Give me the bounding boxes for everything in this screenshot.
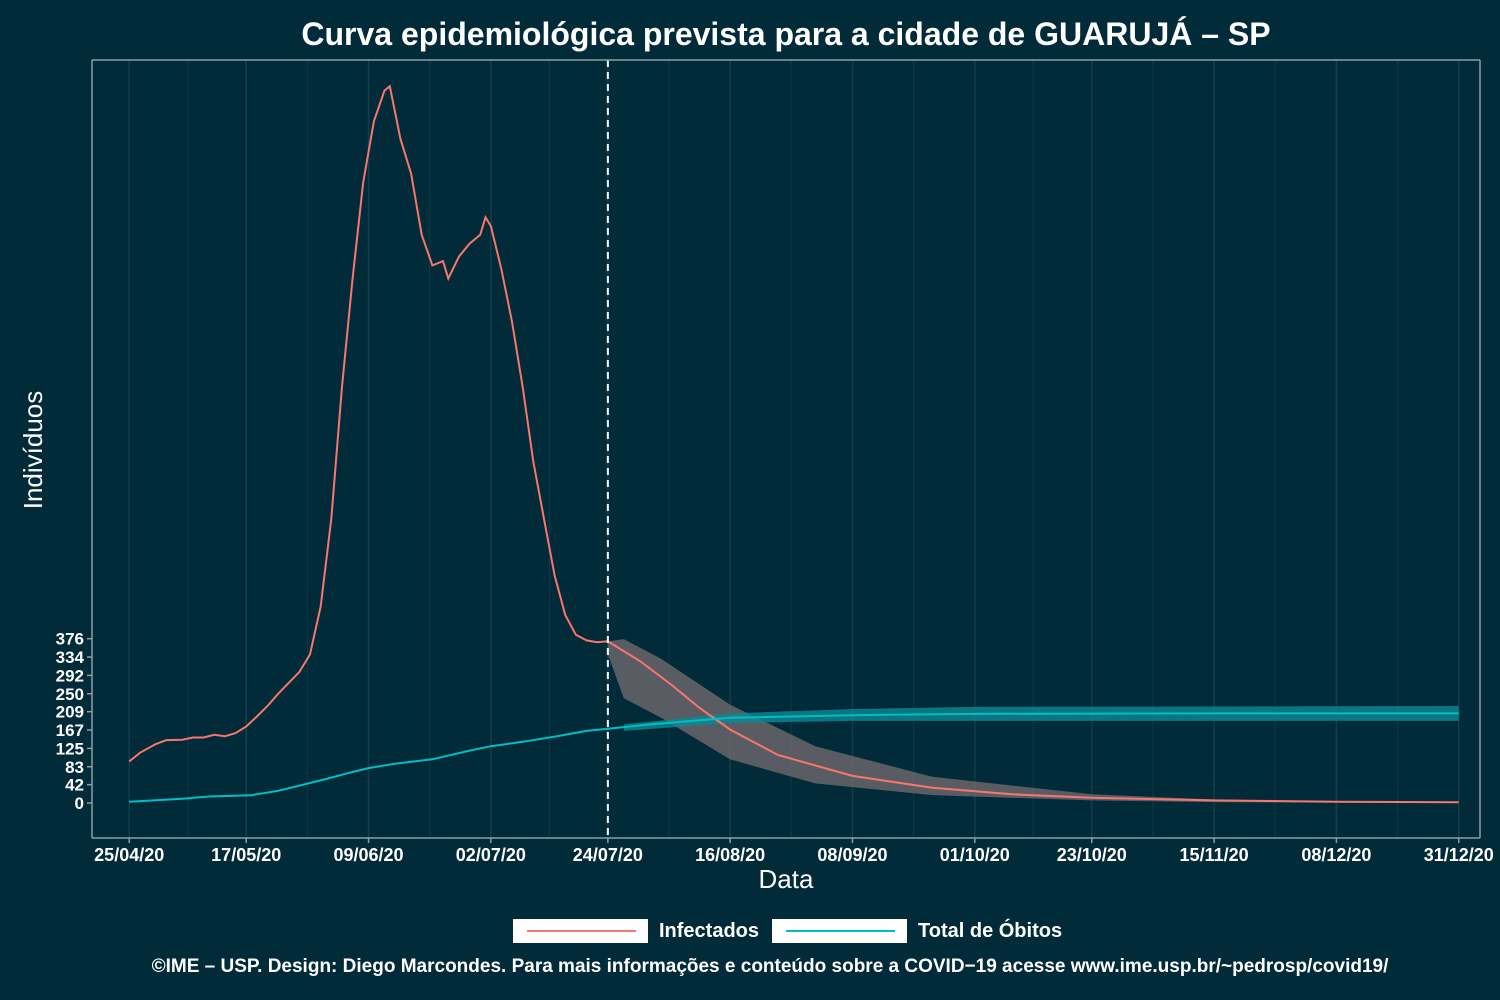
x-tick-label: 31/12/20: [1424, 845, 1494, 865]
legend-label-obitos: Total de Óbitos: [918, 920, 1063, 942]
x-tick-label: 09/06/20: [333, 845, 403, 865]
y-tick-label: 125: [56, 739, 84, 758]
x-tick-label: 17/05/20: [211, 845, 281, 865]
x-tick-label: 15/11/20: [1180, 845, 1249, 865]
x-tick-label: 16/08/20: [695, 845, 765, 865]
y-tick-label: 334: [56, 648, 85, 667]
legend: Infectados Total de Óbitos: [0, 916, 1500, 948]
epidemic-curve-chart: Curva epidemiológica prevista para a cid…: [18, 16, 1494, 894]
x-tick-label: 23/10/20: [1057, 845, 1127, 865]
x-tick-label: 02/07/20: [456, 845, 526, 865]
x-axis-label: Data: [759, 864, 814, 894]
plot-frame: [91, 59, 1481, 839]
y-tick-label: 292: [56, 666, 84, 685]
series-lines: [128, 84, 1459, 804]
chart-title: Curva epidemiológica prevista para a cid…: [301, 16, 1270, 52]
y-tick-label: 83: [65, 758, 84, 777]
x-tick-label: 01/10/20: [940, 845, 1010, 865]
x-axis-ticks: 25/04/20 17/05/20 09/06/20 02/07/20 24/07/20…: [94, 838, 1494, 865]
y-tick-label: 167: [56, 721, 84, 740]
confidence-bands: [607, 639, 1459, 803]
legend-key-infectados: [513, 919, 648, 943]
y-tick-label: 376: [56, 630, 84, 649]
confidence-band-obitos: [623, 706, 1459, 731]
x-tick-label: 08/09/20: [817, 845, 887, 865]
caption: ©IME – USP. Design: Diego Marcondes. Par…: [151, 956, 1389, 977]
series-line-obitos: [129, 712, 1459, 803]
y-axis-label: Indivíduos: [18, 391, 48, 510]
y-tick-label: 209: [56, 703, 84, 722]
y-tick-label: 0: [75, 794, 84, 813]
legend-key-obitos: [772, 919, 907, 943]
legend-label-infectados: Infectados: [659, 920, 760, 942]
x-tick-label: 25/04/20: [94, 845, 164, 865]
x-tick-label: 24/07/20: [573, 845, 643, 865]
y-tick-label: 250: [56, 685, 84, 704]
y-tick-label: 42: [65, 776, 84, 795]
series-line-infectados: [128, 84, 1459, 804]
confidence-band-infectados: [607, 639, 1459, 803]
x-tick-label: 08/12/20: [1301, 845, 1371, 865]
